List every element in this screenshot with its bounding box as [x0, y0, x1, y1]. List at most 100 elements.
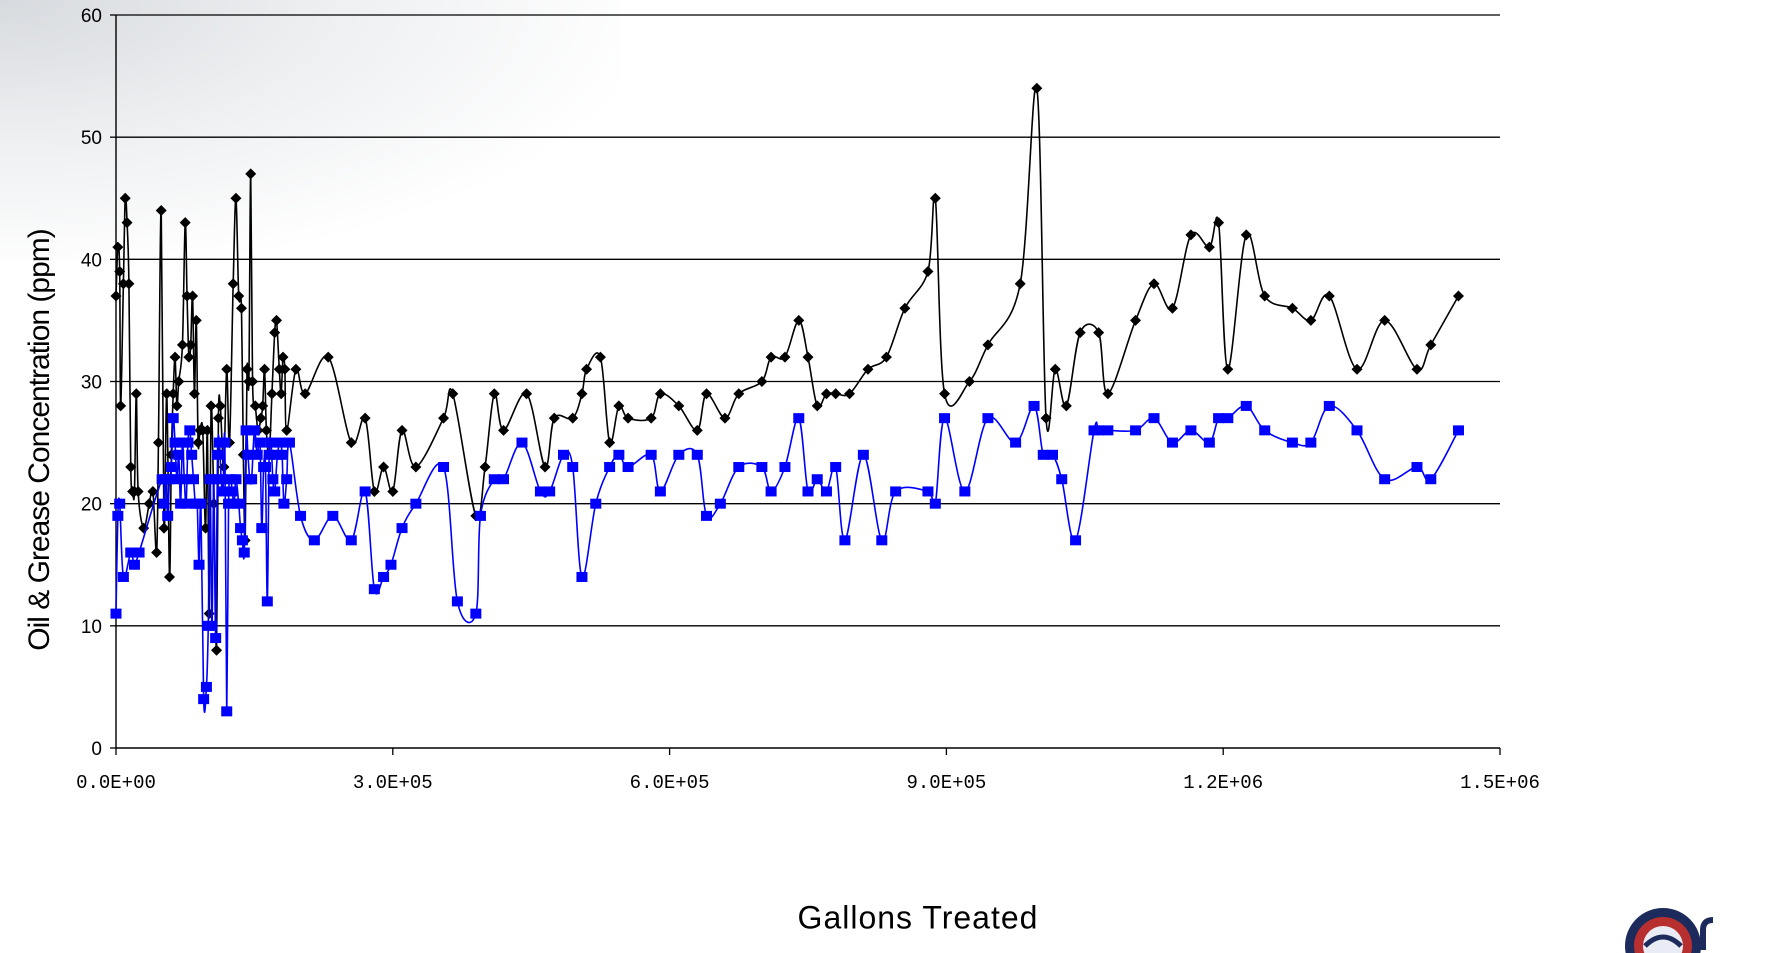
- data-point: [378, 571, 390, 582]
- data-point: [1056, 474, 1068, 485]
- data-point: [802, 486, 814, 497]
- data-point: [215, 474, 227, 485]
- data-point: [396, 523, 408, 534]
- y-tick-label: 50: [81, 128, 102, 149]
- data-point: [756, 376, 768, 387]
- data-point: [114, 266, 126, 278]
- data-point: [1452, 290, 1464, 302]
- data-point: [206, 620, 218, 631]
- data-point: [269, 486, 281, 497]
- data-point: [1047, 449, 1059, 460]
- data-point: [857, 449, 869, 460]
- data-point: [112, 241, 124, 253]
- data-point: [260, 424, 272, 436]
- data-point: [1323, 290, 1335, 302]
- data-point: [221, 706, 233, 717]
- data-point: [128, 559, 140, 570]
- data-point: [214, 400, 226, 412]
- data-point: [322, 351, 334, 363]
- data-point: [221, 363, 233, 375]
- data-point: [622, 462, 634, 473]
- data-point: [839, 535, 851, 546]
- data-point: [802, 351, 814, 363]
- data-point: [645, 449, 657, 460]
- data-point: [158, 498, 170, 509]
- data-point: [1040, 412, 1052, 424]
- data-point: [438, 412, 450, 424]
- data-point: [567, 462, 579, 473]
- data-point: [1028, 400, 1040, 411]
- x-tick-label: 3.0E+05: [353, 772, 433, 794]
- data-point: [359, 486, 371, 497]
- data-point: [173, 376, 185, 387]
- data-point: [673, 400, 685, 412]
- data-point: [811, 400, 823, 412]
- data-point: [271, 314, 283, 326]
- data-point: [345, 535, 357, 546]
- data-point: [811, 474, 823, 485]
- data-point: [205, 400, 217, 412]
- data-point: [147, 485, 159, 497]
- data-point: [263, 449, 275, 460]
- data-point: [117, 278, 129, 290]
- data-point: [654, 388, 666, 400]
- data-point: [1305, 437, 1317, 448]
- data-point: [470, 608, 482, 619]
- data-point: [162, 510, 174, 521]
- x-tick-label: 1.5E+06: [1460, 772, 1540, 794]
- data-point: [447, 388, 459, 400]
- data-point: [190, 314, 202, 326]
- data-point: [223, 498, 235, 509]
- data-point: [410, 498, 422, 509]
- data-point: [267, 474, 279, 485]
- data-point: [121, 217, 133, 229]
- data-point: [714, 498, 726, 509]
- data-point: [235, 302, 247, 314]
- data-point: [387, 485, 399, 497]
- data-point: [155, 204, 167, 216]
- data-point: [133, 547, 145, 558]
- data-point: [1379, 314, 1391, 326]
- data-point: [278, 498, 290, 509]
- data-point: [230, 192, 242, 204]
- data-point: [534, 486, 546, 497]
- data-point: [939, 413, 951, 424]
- gridlines: [116, 14, 1500, 627]
- data-point: [1286, 302, 1298, 314]
- data-point: [192, 437, 204, 449]
- data-point: [479, 461, 491, 473]
- data-point: [474, 510, 486, 521]
- data-point: [1222, 413, 1234, 424]
- data-point: [112, 510, 124, 521]
- data-point: [1240, 229, 1252, 241]
- data-point: [922, 266, 934, 278]
- data-point: [213, 437, 225, 448]
- data-point: [178, 474, 190, 485]
- data-point: [1031, 82, 1043, 94]
- y-tick-label: 0: [91, 739, 102, 760]
- data-point: [173, 449, 185, 460]
- x-tick-label: 6.0E+05: [630, 772, 710, 794]
- data-point: [211, 449, 223, 460]
- data-point: [254, 437, 266, 448]
- data-point: [185, 339, 197, 351]
- data-point: [198, 694, 210, 705]
- data-point: [1014, 278, 1026, 290]
- y-tick-label: 30: [81, 373, 102, 394]
- data-point: [114, 498, 126, 509]
- data-point: [180, 498, 192, 509]
- data-point: [451, 596, 463, 607]
- data-point: [217, 486, 229, 497]
- data-point: [256, 523, 268, 534]
- data-point: [167, 413, 179, 424]
- data-point: [1222, 363, 1234, 375]
- data-point: [521, 388, 533, 400]
- data-point: [1305, 314, 1317, 326]
- data-point: [880, 351, 892, 363]
- data-point: [164, 474, 176, 485]
- y-tick-label: 40: [81, 250, 102, 271]
- data-point: [188, 388, 200, 400]
- data-point: [929, 192, 941, 204]
- organization-logo: [1625, 906, 1765, 953]
